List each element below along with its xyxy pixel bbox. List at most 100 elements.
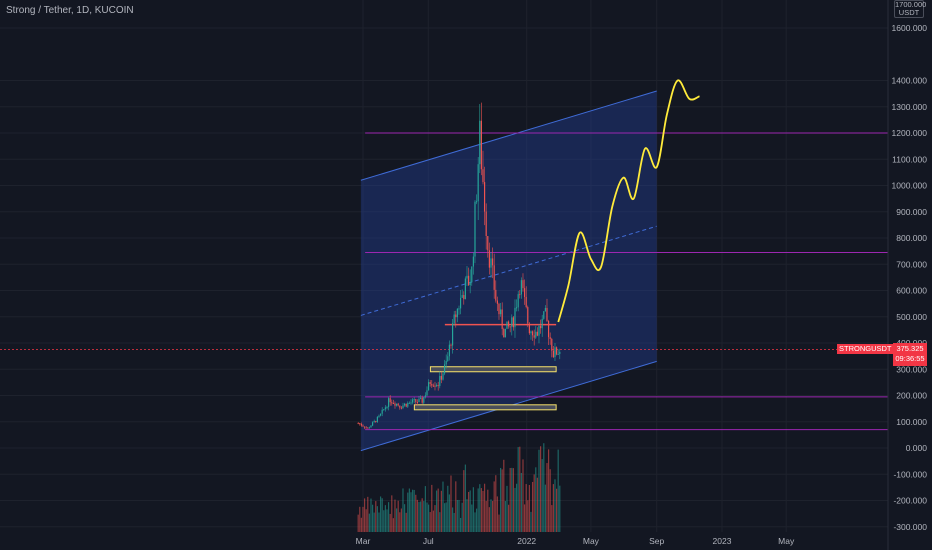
candle-body [371, 422, 374, 426]
candle-body [503, 328, 505, 338]
candle-body [547, 320, 550, 338]
time-axis[interactable]: Mar Jul 2022 May Sep 2023 May [356, 536, 795, 546]
candle-body [543, 311, 545, 319]
candle-body [445, 361, 447, 365]
candle-body [501, 309, 503, 329]
candle-body [514, 307, 516, 328]
volume-bar [474, 512, 476, 532]
candle-body [419, 397, 422, 399]
volume-bar [549, 469, 551, 532]
volume-bar [439, 512, 441, 532]
candle-body [531, 331, 534, 336]
currency-unit: USDT [898, 8, 920, 17]
candle-body [538, 326, 540, 336]
volume-bar [527, 500, 529, 532]
volume-bar [357, 514, 359, 532]
candle-body [402, 405, 404, 409]
ticker-label: STRONGUSDT [837, 344, 894, 354]
candle-body [363, 426, 366, 428]
volume-bar [423, 501, 425, 532]
volume-bar [538, 449, 540, 532]
volume-bar [434, 505, 436, 532]
volume-bar [490, 499, 492, 532]
price-tick-label: -300.000 [893, 522, 927, 532]
candle-body [451, 323, 454, 346]
candle-body [387, 398, 390, 408]
symbol-title[interactable]: Strong / Tether, 1D, KUCOIN [6, 5, 134, 16]
price-tick-label: 700.000 [896, 259, 927, 269]
candle-body [539, 326, 542, 329]
volume-bar [443, 503, 446, 532]
candle-body [395, 403, 398, 406]
candle-body [511, 317, 513, 327]
volume-bar [445, 502, 447, 532]
candle-body [477, 164, 479, 202]
volume-bar [378, 512, 380, 532]
candle-body [421, 397, 423, 403]
candle-body [411, 399, 414, 403]
candle-body [360, 423, 362, 426]
candle-body [519, 294, 521, 296]
candle-body [423, 397, 425, 403]
price-axis-background [888, 0, 932, 550]
candle-body [495, 289, 497, 301]
volume-bar [394, 499, 396, 532]
volume-bar [559, 485, 561, 532]
price-tick-label: -100.000 [893, 469, 927, 479]
price-tick-label: 300.000 [896, 364, 927, 374]
volume-bar [400, 508, 402, 532]
volume-bar [408, 488, 410, 532]
candle-body [528, 323, 530, 334]
volume-bar [395, 508, 398, 532]
candle-body [493, 265, 495, 290]
candle-body [381, 409, 383, 414]
volume-bar [531, 481, 534, 532]
candle-body [506, 321, 508, 329]
candle-body [426, 390, 428, 396]
volume-bar [539, 446, 542, 532]
price-tick-label: 1600.000 [892, 23, 928, 33]
candle-body [485, 211, 487, 237]
candle-body [434, 385, 436, 387]
parallel-channel [360, 90, 657, 452]
support-zone [413, 404, 557, 411]
candle-body [554, 347, 556, 358]
candle-body [520, 280, 522, 295]
price-tick-label: -200.000 [893, 496, 927, 506]
candle-body [466, 275, 468, 279]
support-zone [429, 366, 557, 373]
volume-bar [487, 489, 489, 532]
currency-selector[interactable]: 1700.000 USDT [894, 0, 926, 18]
candle-body [431, 383, 433, 386]
candle-body [367, 427, 369, 429]
volume-bar [546, 463, 548, 532]
candle-body [512, 317, 514, 328]
volume-bar [552, 484, 554, 532]
volume-bar [554, 479, 556, 532]
volume-bar [551, 505, 553, 532]
candle-body [499, 309, 502, 315]
price-tick-label: 500.000 [896, 312, 927, 322]
volume-bar [503, 459, 505, 532]
volume-bar [407, 492, 409, 532]
candle-body [394, 403, 396, 406]
candle-body [522, 280, 524, 289]
candle-body [403, 403, 406, 406]
candle-body [491, 258, 494, 266]
volume-bar [501, 469, 503, 532]
volume-bar [499, 467, 502, 532]
candle-body [429, 382, 431, 384]
volume-bar [543, 443, 545, 532]
candle-body [399, 405, 401, 408]
price-tick-label: 900.000 [896, 207, 927, 217]
candle-body [413, 399, 415, 401]
candle-body [379, 413, 382, 416]
volume-bar [437, 488, 439, 532]
price-axis[interactable]: 1600.000 1400.000 1300.000 1200.000 1100.000… [887, 0, 932, 550]
volume-bar [472, 487, 474, 532]
volume-bar [360, 517, 362, 532]
volume-bar [517, 447, 519, 532]
volume-bar [485, 500, 487, 532]
price-tick-label: 1100.000 [892, 154, 927, 164]
